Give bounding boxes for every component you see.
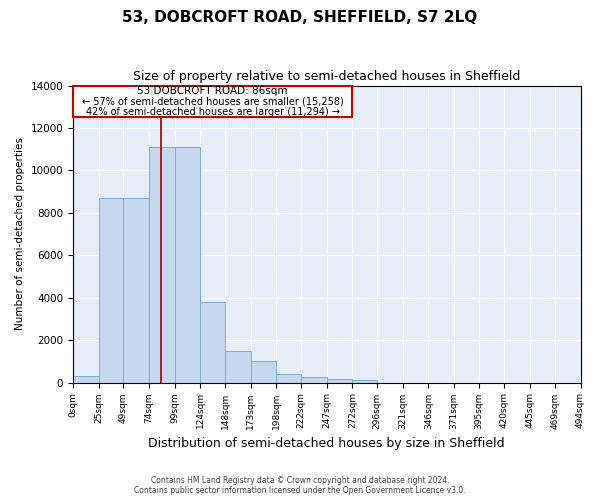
Bar — [327, 380, 352, 382]
Bar — [251, 362, 277, 382]
Y-axis label: Number of semi-detached properties: Number of semi-detached properties — [15, 138, 25, 330]
Title: Size of property relative to semi-detached houses in Sheffield: Size of property relative to semi-detach… — [133, 70, 520, 83]
Bar — [99, 198, 124, 382]
Bar — [352, 380, 377, 382]
Bar — [225, 350, 251, 382]
Bar — [200, 302, 225, 382]
FancyBboxPatch shape — [73, 86, 352, 117]
Text: 53, DOBCROFT ROAD, SHEFFIELD, S7 2LQ: 53, DOBCROFT ROAD, SHEFFIELD, S7 2LQ — [122, 10, 478, 25]
Bar — [73, 376, 99, 382]
Bar — [301, 378, 327, 382]
Bar — [149, 147, 175, 382]
Text: ← 57% of semi-detached houses are smaller (15,258): ← 57% of semi-detached houses are smalle… — [82, 96, 344, 106]
Bar — [175, 147, 200, 382]
Text: Contains HM Land Registry data © Crown copyright and database right 2024.
Contai: Contains HM Land Registry data © Crown c… — [134, 476, 466, 495]
X-axis label: Distribution of semi-detached houses by size in Sheffield: Distribution of semi-detached houses by … — [148, 437, 505, 450]
Text: 53 DOBCROFT ROAD: 86sqm: 53 DOBCROFT ROAD: 86sqm — [137, 86, 288, 97]
Bar — [277, 374, 301, 382]
Bar — [124, 198, 149, 382]
Text: 42% of semi-detached houses are larger (11,294) →: 42% of semi-detached houses are larger (… — [86, 106, 340, 117]
